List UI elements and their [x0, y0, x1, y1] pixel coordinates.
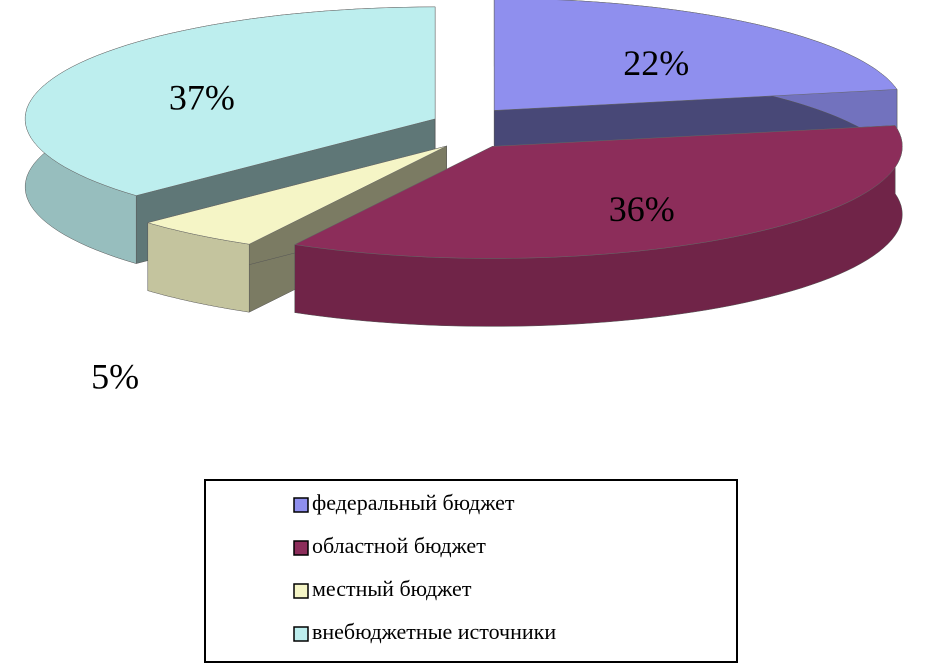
slice — [493, 0, 898, 111]
legend-label: внебюджетные источники — [312, 619, 556, 644]
legend-label: федеральный бюджет — [312, 490, 515, 515]
legend-swatch — [293, 626, 309, 642]
data-label: 5% — [91, 356, 139, 396]
slice — [293, 125, 903, 259]
slice — [146, 145, 447, 245]
data-label: 37% — [169, 78, 235, 118]
legend-swatch — [293, 497, 309, 513]
legend-label: областной бюджет — [312, 533, 486, 558]
data-label: 22% — [623, 43, 689, 83]
slice — [24, 6, 436, 196]
legend-label: местный бюджет — [312, 576, 472, 601]
legend-swatch — [293, 540, 309, 556]
legend-swatch — [293, 583, 309, 599]
data-label: 36% — [609, 189, 675, 229]
